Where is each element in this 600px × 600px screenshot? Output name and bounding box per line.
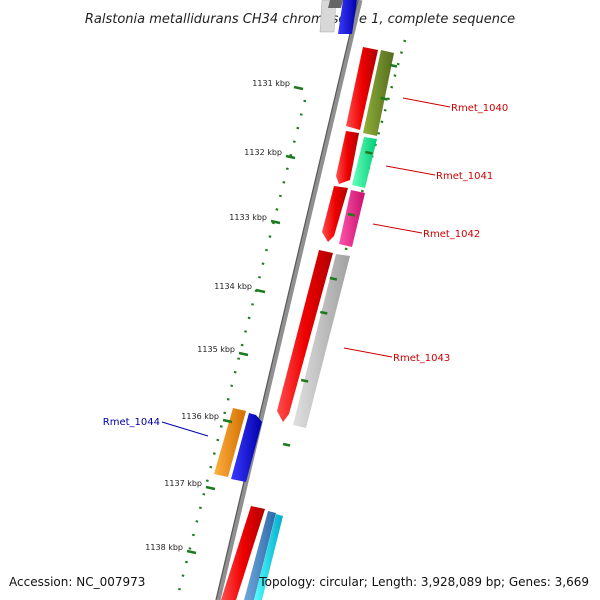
kbp-tick xyxy=(285,154,296,160)
map-title: Ralstonia metallidurans CH34 chromosome … xyxy=(85,12,515,27)
outer-tick xyxy=(389,63,398,68)
kbp-label: 1136 kbp xyxy=(181,412,219,421)
gene-label[interactable]: Rmet_1041 xyxy=(436,171,493,182)
gene-label[interactable]: Rmet_1042 xyxy=(423,229,480,240)
kbp-label: 1135 kbp xyxy=(197,345,235,354)
gene-rmet-1042 xyxy=(339,190,365,247)
kbp-label: 1134 kbp xyxy=(214,282,252,291)
gene-labels: Rmet_1040 Rmet_1041 Rmet_1042 Rmet_1043 Rmet… xyxy=(103,97,508,437)
cds-block-1042 xyxy=(322,186,348,242)
kbp-tick xyxy=(293,85,304,91)
chromosome-backbone-shadow xyxy=(215,0,359,600)
gene-rmet-1044-blue xyxy=(231,413,262,482)
outer-tick xyxy=(365,150,373,155)
kbp-tick xyxy=(270,219,281,225)
outer-tick xyxy=(329,276,338,281)
gene-label-leader xyxy=(385,165,436,176)
partial-feature-blue-top xyxy=(338,0,357,34)
kbp-label: 1133 kbp xyxy=(229,213,267,222)
kbp-label: 1131 kbp xyxy=(252,79,290,88)
kbp-tick xyxy=(255,288,266,294)
genome-summary-text: Topology: circular; Length: 3,928,089 bp… xyxy=(258,575,589,589)
gene-label-leader xyxy=(343,347,393,358)
cds-block-1043 xyxy=(277,250,333,422)
inner-dotted-guide xyxy=(176,99,307,596)
outer-ticks xyxy=(282,63,398,447)
kbp-label: 1137 kbp xyxy=(164,479,202,488)
kbp-label: 1132 kbp xyxy=(244,148,282,157)
partial-feature-dark-top xyxy=(328,0,343,8)
gene-feature-bottom-teal xyxy=(244,511,276,600)
outer-tick xyxy=(300,378,309,383)
gene-label-leader xyxy=(161,421,209,437)
cds-block-1040 xyxy=(346,47,378,130)
gene-label-leader xyxy=(372,223,423,234)
cds-block-bottom xyxy=(221,506,265,600)
outer-tick xyxy=(282,442,291,447)
outer-tick xyxy=(320,310,328,315)
outer-tick xyxy=(380,96,388,101)
kbp-label: 1138 kbp xyxy=(145,543,183,552)
kbp-scale: 1131 kbp 1132 kbp 1133 kbp 1134 kbp 1135 kbp… xyxy=(145,79,304,555)
cds-block-1041 xyxy=(336,131,359,184)
gene-rmet-1041 xyxy=(352,137,377,188)
outer-tick xyxy=(347,212,356,217)
kbp-tick xyxy=(238,351,249,357)
kbp-tick xyxy=(222,418,233,424)
gene-rmet-1043 xyxy=(293,254,350,428)
gene-rmet-1044-orange xyxy=(214,408,246,477)
gene-label[interactable]: Rmet_1043 xyxy=(393,353,450,364)
gene-label[interactable]: Rmet_1044 xyxy=(103,417,160,428)
gene-label-leader xyxy=(402,97,451,108)
accession-text: Accession: NC_007973 xyxy=(9,575,145,589)
chromosome-backbone xyxy=(215,0,363,600)
kbp-tick xyxy=(186,549,197,555)
kbp-tick xyxy=(205,485,216,491)
gene-label[interactable]: Rmet_1040 xyxy=(451,103,508,114)
gene-feature-bottom-cyan xyxy=(254,514,283,600)
gene-rmet-1040 xyxy=(363,50,394,136)
